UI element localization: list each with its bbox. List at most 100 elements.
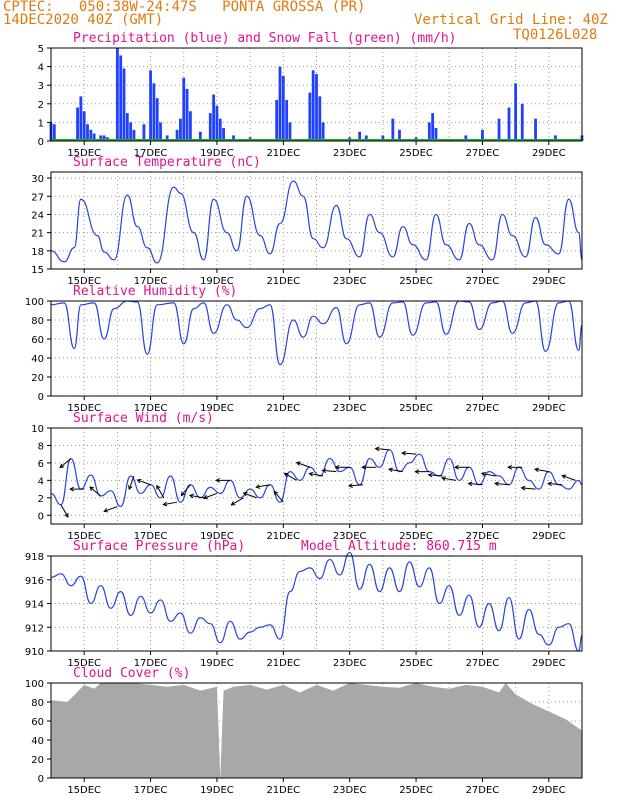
precip-bar bbox=[232, 135, 235, 141]
precip-bar bbox=[431, 113, 435, 141]
x-tick-label: 29DEC bbox=[532, 403, 566, 414]
wind-arrow-head bbox=[162, 501, 168, 507]
y-tick-label: 8 bbox=[38, 441, 44, 452]
precip-bar bbox=[185, 88, 189, 141]
wind-arrow-head bbox=[414, 469, 420, 474]
y-tick-label: 0 bbox=[38, 774, 44, 785]
x-tick-label: 15DEC bbox=[67, 276, 101, 287]
x-tick-label: 15DEC bbox=[67, 531, 101, 542]
x-tick-label: 29DEC bbox=[532, 531, 566, 542]
wind-arrow bbox=[156, 485, 165, 499]
wind-arrow-head bbox=[347, 483, 353, 489]
panel-1: Surface Temperature (nC) 15 18 21 24 27 30 15DE… bbox=[31, 155, 583, 287]
wind-arrow-head bbox=[255, 484, 261, 489]
precip-bar bbox=[208, 113, 212, 141]
wind-arrow-head bbox=[308, 471, 314, 477]
panel-frame bbox=[50, 682, 583, 779]
header-model-id: TQ0126L028 bbox=[513, 27, 598, 43]
y-tick-label: 912 bbox=[25, 623, 44, 634]
precip-bar bbox=[159, 122, 162, 141]
wind-arrow bbox=[273, 491, 284, 503]
wind-arrow-head bbox=[361, 464, 366, 470]
precip-bar bbox=[152, 83, 156, 141]
x-tick-label: 23DEC bbox=[333, 785, 367, 796]
wind-arrow bbox=[348, 484, 364, 487]
precip-bar bbox=[497, 118, 501, 141]
x-tick-label: 23DEC bbox=[333, 531, 367, 542]
wind-arrow-head bbox=[136, 478, 142, 484]
x-tick-label: 23DEC bbox=[333, 658, 367, 669]
precip-bar bbox=[132, 129, 136, 141]
wind-arrow bbox=[163, 501, 178, 506]
y-tick-label: 27 bbox=[31, 192, 44, 203]
wind-arrow bbox=[296, 462, 311, 468]
wind-arrow bbox=[309, 473, 324, 477]
x-tick-label: 15DEC bbox=[67, 785, 101, 796]
precip-bar bbox=[142, 124, 146, 141]
precip-bar bbox=[481, 129, 484, 141]
wind-arrow-head bbox=[59, 463, 65, 469]
wind-arrow-head bbox=[507, 464, 513, 470]
wind-arrow-head bbox=[561, 474, 567, 479]
wind-arrow-head bbox=[103, 508, 109, 513]
y-tick-label: 15 bbox=[31, 265, 44, 276]
wind-arrow-head bbox=[180, 491, 186, 497]
x-tick-label: 19DEC bbox=[200, 403, 234, 414]
wind-arrow bbox=[284, 472, 297, 481]
y-tick-label: 0 bbox=[38, 137, 44, 148]
wind-arrow-head bbox=[480, 471, 486, 477]
y-tick-label: 4 bbox=[38, 63, 44, 74]
precip-bar bbox=[175, 129, 179, 141]
y-tick-label: 80 bbox=[31, 316, 44, 327]
wind-arrow-head bbox=[334, 464, 340, 470]
wind-arrow bbox=[89, 486, 102, 497]
precip-bar bbox=[149, 70, 152, 141]
panel-frame bbox=[50, 47, 583, 142]
panel-title: Relative Humidity (%) bbox=[73, 284, 237, 299]
precip-bar bbox=[315, 74, 318, 141]
wind-arrow bbox=[60, 504, 69, 518]
wind-arrow-head bbox=[387, 467, 393, 473]
precip-bar bbox=[182, 77, 186, 141]
precip-bar bbox=[218, 118, 222, 141]
wind-arrow bbox=[322, 469, 337, 473]
panel-title: Cloud Cover (%) bbox=[73, 666, 190, 681]
wind-arrow-head bbox=[202, 494, 208, 500]
x-tick-label: 19DEC bbox=[200, 785, 234, 796]
x-tick-label: 21DEC bbox=[266, 658, 300, 669]
wind-arrow bbox=[104, 506, 118, 512]
precip-bar bbox=[82, 111, 86, 141]
wind-arrow-head bbox=[467, 481, 473, 487]
x-tick-label: 27DEC bbox=[466, 148, 500, 159]
wind-arrow-head bbox=[401, 450, 406, 456]
y-tick-label: 5 bbox=[38, 44, 44, 55]
precip-bar bbox=[79, 96, 83, 141]
precip-bar bbox=[278, 66, 282, 141]
wind-arrow-head bbox=[215, 478, 220, 483]
precip-bar bbox=[281, 75, 285, 141]
precip-bar bbox=[122, 68, 126, 141]
wind-arrow-head bbox=[283, 472, 289, 478]
y-tick-label: 916 bbox=[25, 576, 44, 587]
wind-arrow-head bbox=[547, 481, 553, 487]
panel-0: Precipitation (blue) and Snow Fall (gree… bbox=[38, 31, 584, 159]
panel-5: Cloud Cover (%) 0 20 40 60 80 100 15DEC 17DEC 19D… bbox=[25, 666, 583, 796]
precip-bar bbox=[99, 135, 103, 141]
precip-bar bbox=[179, 118, 182, 141]
y-tick-label: 10 bbox=[31, 424, 44, 435]
precip-bar bbox=[188, 111, 192, 141]
y-tick-label: 4 bbox=[38, 476, 44, 487]
wind-arrow bbox=[231, 497, 244, 506]
wind-arrow bbox=[181, 484, 191, 496]
x-tick-label: 17DEC bbox=[134, 531, 168, 542]
wind-arrow bbox=[548, 483, 563, 486]
precip-bar bbox=[102, 135, 106, 141]
x-tick-label: 25DEC bbox=[399, 148, 433, 159]
precip-bar bbox=[76, 107, 79, 141]
panel-frame bbox=[50, 427, 583, 525]
panel-4: Surface Pressure (hPa) Model Altitude: 86… bbox=[25, 539, 583, 669]
y-tick-label: 40 bbox=[31, 736, 44, 747]
wind-arrow bbox=[203, 492, 218, 499]
wind-arrow-head bbox=[441, 476, 447, 481]
series-line bbox=[50, 449, 583, 508]
